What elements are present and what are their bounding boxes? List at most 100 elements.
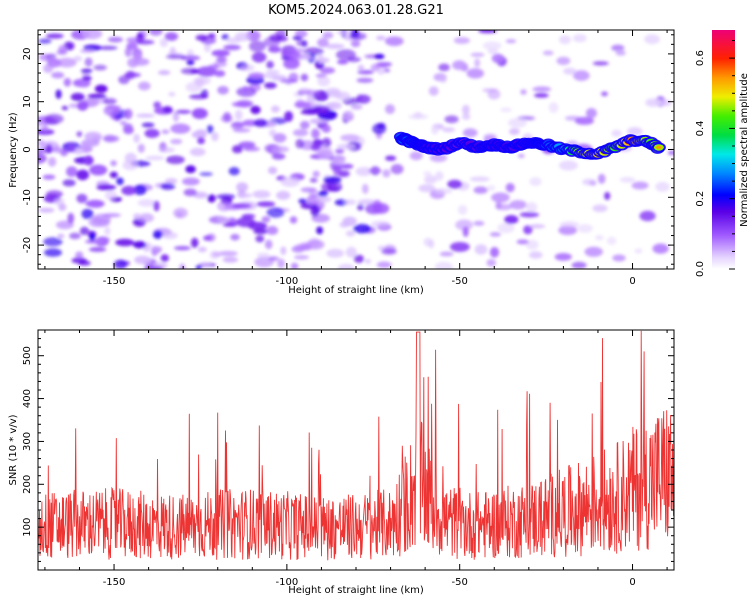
spectrogram-noise-blob [353,254,365,263]
spectrogram-noise-blob [595,234,604,241]
spectrogram-noise-blob [469,176,490,182]
spectrogram-noise-blob [242,85,249,94]
spectrogram-noise-blob [611,129,622,137]
spectrogram-noise-blob [138,81,151,91]
spectrogram-noise-blob [500,107,512,112]
colorbar-gradient [712,30,735,269]
spectrogram-noise-blob [203,235,212,241]
spectrogram-noise-blob [158,70,171,76]
spectrogram-noise-blob [123,126,134,135]
colorbar-ticks: 0.0 0.2 0.4 0.6 [695,40,735,277]
spectrogram-noise-blob [253,228,268,235]
x-tick-label: 0 [629,577,635,588]
spectrogram-noise-blob [372,203,390,214]
spectrogram-noise-blob [592,61,609,66]
spectrogram-noise-blob [83,155,94,166]
spectrogram-noise-blob [290,262,299,269]
spectrogram-noise-blob [190,237,199,248]
spectrogram-noise-blob [509,128,520,136]
spectrogram-noise-blob [317,150,333,160]
spectrogram-noise-blob [263,73,280,79]
spectrogram-noise-blob [312,105,331,115]
spectrogram-noise-blob [153,230,163,239]
spectrogram-noise-blob [435,171,444,181]
spectrogram-noise-blob [73,55,83,62]
spectrogram-noise-blob [143,266,164,269]
spectrogram-noise-blob [121,185,137,196]
spectrogram-noise-blob [639,210,656,222]
spectrogram-noise-blob [56,49,68,55]
spectrogram-noise-blob [606,236,617,245]
spectrogram-noise-blob [51,71,65,79]
spectrogram-noise-blob [478,30,497,34]
spectrogram-noise-blob [504,215,519,224]
spectrogram-noise-blob [159,38,168,48]
spectrogram-noise-blob [185,165,196,174]
spectrogram-y-axis-label: Frequency (Hz) [8,112,19,188]
spectrogram-noise-blob [67,212,75,224]
spectrogram-noise-blob [566,140,578,146]
spectrogram-noise-blob [612,254,626,262]
spectrogram-noise-blob [497,222,515,234]
spectrogram-noise-blob [438,63,450,72]
spectrogram-noise-blob [79,49,95,53]
spectrogram-noise-blob [342,110,354,122]
spectrogram-noise-blob [303,47,324,56]
spectrogram-noise-blob [207,33,216,38]
spectrogram-noise-blob [78,260,91,266]
spectrogram-noise-blob [251,52,267,63]
spectrogram-noise-blob [491,192,510,203]
spectrogram-noise-blob [312,170,320,178]
spectrogram-noise-blob [216,56,228,63]
spectrogram-noise-blob [45,144,53,154]
spectrogram-noise-blob [319,67,336,74]
spectrogram-noise-blob [82,75,92,81]
spectrogram-noise-blob [517,153,525,158]
spectrogram-noise-blob [149,30,163,36]
spectrogram-noise-blob [652,243,669,254]
spectrogram-noise-blob [335,91,351,101]
spectrogram-noise-blob [139,213,154,223]
spectrogram-noise-blob [299,120,310,130]
spectrogram-noise-blob [38,153,47,164]
spectrogram-noise-blob [248,40,266,52]
spectrogram-noise-blob [474,58,481,68]
spectrogram-noise-blob [165,178,178,185]
spectrogram-noise-blob [439,251,454,257]
spectrogram-noise-blob [195,129,207,134]
spectrogram-noise-blob [68,144,76,153]
spectrogram-noise-blob [225,37,242,44]
spectrogram-noise-blob [619,176,636,183]
spectrogram-noise-blob [316,226,324,235]
spectrogram-noise-blob [164,32,179,41]
spectrogram-noise-blob [293,255,310,260]
spectrogram-noise-blob [357,70,374,75]
spectrogram-noise-blob [44,113,64,124]
spectrogram-noise-blob [558,160,578,171]
spectrogram-noise-blob [408,114,429,120]
spectrogram-noise-blob [206,124,214,134]
spectrogram-noise-blob [54,198,65,206]
spectrogram-noise-blob [236,182,249,193]
spectrogram-noise-blob [133,184,147,196]
spectrogram-noise-blob [457,205,468,215]
spectrogram-noise-blob [158,147,175,153]
spectrogram-noise-blob [283,58,300,70]
spectrogram-noise-blob [248,72,265,79]
spectrogram-noise-blob [79,226,90,236]
spectrogram-noise-blob [385,155,397,161]
spectrogram-noise-blob [38,38,52,44]
spectrogram-noise-blob [559,221,579,228]
spectrogram-noise-blob [134,255,151,265]
spectrogram-noise-blob [337,263,355,269]
spectrogram-noise-blob [58,203,67,211]
spectrogram-noise-blob [573,70,590,81]
spectrogram-noise-blob [292,129,309,137]
spectrogram-noise-blob [268,166,278,175]
spectrogram-noise-blob [191,108,208,119]
spectrogram-noise-blob [355,166,373,177]
spectrogram-noise-blob [70,92,85,102]
snr-y-axis-label: SNR (10 * v/v) [8,414,19,485]
spectrogram-noise-blob [435,188,453,194]
